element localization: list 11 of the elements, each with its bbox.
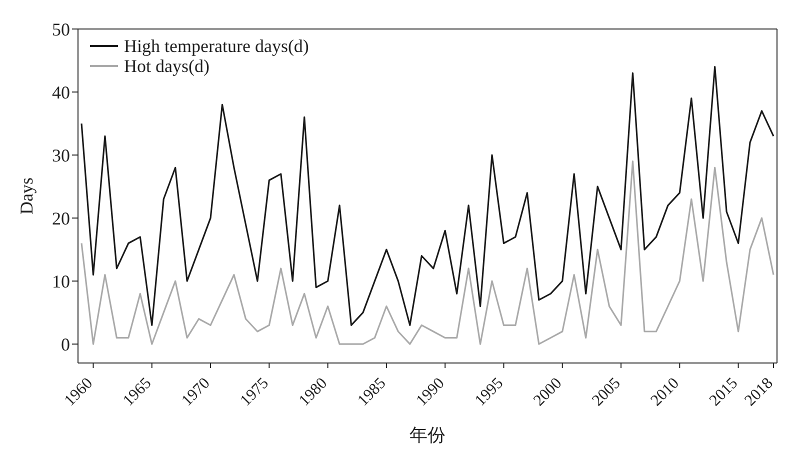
x-axis-title: 年份 — [410, 425, 446, 445]
y-tick-label: 40 — [52, 82, 70, 102]
y-axis-title: Days — [16, 178, 36, 214]
legend-label: Hot days(d) — [124, 56, 210, 76]
y-tick-label: 50 — [52, 19, 70, 40]
y-tick-label: 10 — [52, 271, 70, 292]
y-tick-label: 20 — [52, 208, 70, 228]
line-series — [80, 160, 774, 345]
y-tick-label: 30 — [52, 145, 70, 166]
legend-label: High temperature days(d) — [124, 36, 309, 56]
y-tick-label: 0 — [61, 334, 70, 354]
